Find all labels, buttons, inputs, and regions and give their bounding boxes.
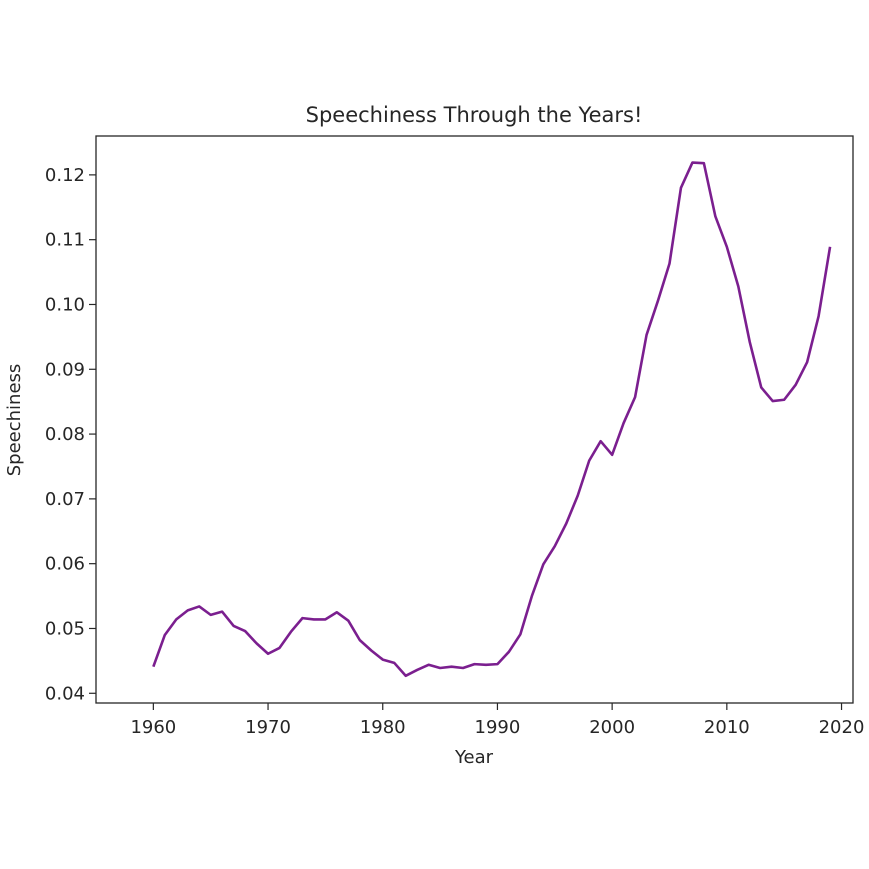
plot-area [95,135,854,704]
y-axis-ticks: 0.04 0.05 0.06 0.07 0.08 0.09 0.10 0.11 0.12 [45,165,96,704]
plot-frame [95,135,854,704]
y-tick-label: 0.05 [45,618,85,639]
y-tick-label: 0.04 [45,683,85,704]
x-axis-ticks: 1960 1970 1980 1990 2000 2010 2020 [130,703,864,738]
x-tick-label: 1990 [475,717,521,738]
x-tick-label: 1960 [130,717,176,738]
y-tick-label: 0.06 [45,554,85,575]
x-tick-label: 2010 [704,717,750,738]
chart-title: Speechiness Through the Years! [306,103,643,127]
y-tick-label: 0.07 [45,489,85,510]
x-tick-label: 2020 [819,717,865,738]
x-axis-label: Year [454,747,494,768]
y-axis-label: Speechiness [4,364,25,477]
x-tick-label: 1980 [360,717,406,738]
y-tick-label: 0.09 [45,359,85,380]
y-tick-label: 0.08 [45,424,85,445]
x-tick-label: 1970 [245,717,291,738]
y-tick-label: 0.11 [45,230,85,251]
y-tick-label: 0.10 [45,294,85,315]
y-tick-label: 0.12 [45,165,85,186]
x-tick-label: 2000 [589,717,635,738]
series-line-0 [152,161,832,678]
